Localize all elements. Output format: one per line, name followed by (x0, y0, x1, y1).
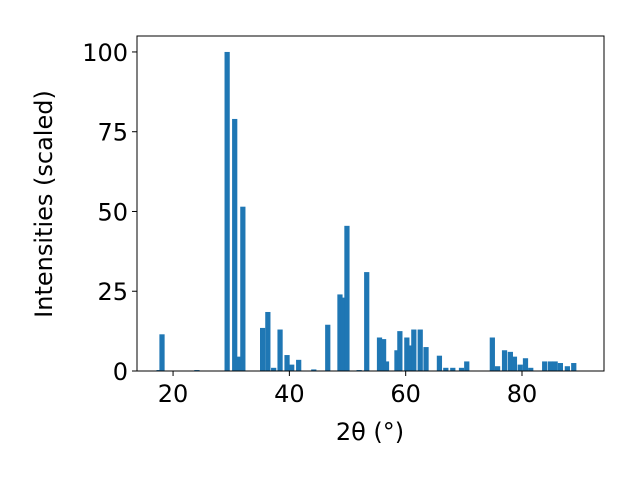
bar (423, 347, 429, 371)
bar (364, 272, 370, 371)
bar (517, 364, 523, 371)
bar (337, 294, 343, 371)
bar (542, 361, 548, 371)
bar (325, 324, 331, 371)
bar (552, 361, 558, 371)
bar (289, 364, 295, 371)
y-tick-label: 25 (97, 278, 128, 306)
x-tick-label: 20 (158, 380, 189, 408)
bar (494, 366, 501, 371)
bar (344, 225, 350, 371)
bar (296, 359, 302, 371)
bar (507, 351, 513, 371)
bar (522, 358, 529, 371)
bar (547, 361, 554, 371)
bar (528, 367, 534, 371)
x-tick-label: 80 (507, 380, 538, 408)
bar (284, 355, 290, 371)
bar (235, 356, 241, 371)
bar (240, 206, 246, 371)
bar (340, 297, 347, 371)
bar (224, 51, 230, 371)
bar (443, 367, 449, 371)
y-tick-label: 75 (97, 119, 128, 147)
bar (450, 367, 456, 371)
bar (311, 369, 317, 371)
x-tick-label: 40 (274, 380, 305, 408)
bar (564, 366, 570, 371)
x-tick-label: 60 (390, 380, 421, 408)
bar (501, 350, 508, 371)
bar (436, 355, 443, 371)
y-axis-label: Intensities (scaled) (30, 90, 58, 318)
bar (417, 329, 423, 371)
bar (557, 363, 563, 371)
plot-frame (136, 35, 605, 372)
bar (159, 334, 165, 371)
bar (265, 311, 271, 371)
bar (511, 356, 518, 371)
y-tick-label: 0 (113, 358, 128, 386)
bar (464, 361, 470, 371)
bar (397, 331, 403, 371)
bar (394, 350, 400, 371)
bar (232, 118, 238, 371)
bar (571, 363, 577, 371)
bar (404, 337, 410, 371)
bar (489, 337, 495, 371)
bar (260, 327, 266, 371)
x-axis-label: 2θ (°) (336, 418, 404, 446)
bar (277, 329, 283, 371)
y-tick-label: 100 (82, 39, 128, 67)
y-tick-label: 50 (97, 198, 128, 226)
bar (376, 337, 383, 371)
bar (380, 339, 387, 371)
bar (383, 361, 390, 371)
bar (411, 329, 417, 371)
bar (407, 345, 413, 371)
bar (271, 367, 277, 371)
bar (458, 367, 465, 371)
